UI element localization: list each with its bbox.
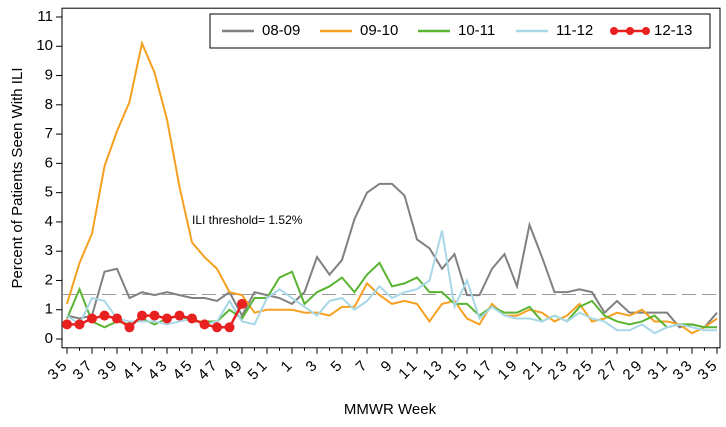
x-tick-label: 15 (445, 355, 473, 383)
point (137, 310, 147, 321)
plot-frame (61, 7, 721, 349)
point (112, 313, 122, 324)
y-tick-label: 1 (45, 301, 53, 318)
x-tick-label: 13 (420, 355, 448, 383)
point (124, 322, 135, 333)
legend-marker (610, 27, 618, 35)
x-tick-label: 25 (570, 355, 598, 383)
legend-label: 12-13 (654, 22, 692, 39)
legend-label: 11-12 (556, 22, 593, 39)
x-tick-label: 27 (595, 355, 623, 383)
x-tick-label: 45 (170, 355, 198, 383)
x-tick-label: 3 (303, 355, 323, 375)
point (174, 310, 185, 321)
y-tick-label: 7 (45, 125, 53, 142)
y-tick-label: 6 (45, 154, 53, 171)
point (62, 319, 72, 330)
x-tick-label: 47 (195, 355, 223, 383)
legend-label: 10-11 (458, 22, 495, 39)
point (212, 322, 222, 333)
legend-marker (642, 27, 650, 35)
x-tick-label: 35 (45, 355, 73, 383)
x-axis-label: MMWR Week (344, 401, 437, 418)
x-tick-label: 37 (70, 355, 98, 383)
x-tick-label: 21 (520, 355, 548, 383)
x-tick-label: 35 (695, 355, 723, 383)
x-tick-label: 11 (395, 355, 422, 382)
y-tick-label: 10 (36, 37, 53, 54)
x-tick-label: 31 (645, 355, 673, 383)
series-line (66, 182, 718, 329)
y-tick-label: 9 (45, 67, 53, 84)
series-line (66, 40, 718, 335)
point (237, 298, 247, 309)
point (87, 313, 97, 324)
point (74, 319, 85, 330)
legend: 08-09 09-10 10-11 11-12 12-13 (209, 13, 711, 49)
x-tick-label: 1 (278, 355, 298, 375)
y-tick-label: 0 (45, 330, 53, 347)
point (162, 313, 172, 324)
y-tick-label: 3 (45, 242, 53, 259)
point (224, 322, 235, 333)
x-tick-label: 7 (353, 355, 373, 375)
legend-marker (626, 27, 634, 35)
y-tick-label: 5 (45, 184, 53, 201)
x-tick-label: 23 (545, 355, 573, 383)
annotation: ILI threshold= 1.52% (192, 213, 303, 227)
x-tick-label: 19 (495, 355, 523, 383)
x-tick-label: 49 (220, 355, 248, 383)
x-tick-label: 33 (670, 355, 698, 383)
legend-label: 09-10 (360, 22, 398, 39)
x-tick-label: 17 (470, 355, 498, 383)
x-tick-label: 29 (620, 355, 648, 383)
x-tick-label: 5 (328, 355, 348, 375)
point (99, 310, 110, 321)
x-tick-label: 41 (120, 355, 148, 383)
y-tick-label: 8 (45, 96, 53, 113)
y-tick-label: 2 (45, 271, 53, 288)
point (187, 313, 197, 324)
y-tick-label: 4 (45, 213, 53, 230)
y-axis-label: Percent of Patients Seen With ILI (9, 68, 26, 289)
legend-label: 08-09 (262, 22, 300, 39)
x-tick-label: 9 (378, 355, 398, 375)
x-tick-label: 39 (95, 355, 123, 383)
x-tick-label: 51 (245, 355, 273, 383)
point (149, 310, 160, 321)
series-line (66, 230, 717, 335)
point (199, 319, 210, 330)
x-tick-label: 43 (145, 355, 173, 383)
y-tick-label: 11 (37, 8, 53, 25)
